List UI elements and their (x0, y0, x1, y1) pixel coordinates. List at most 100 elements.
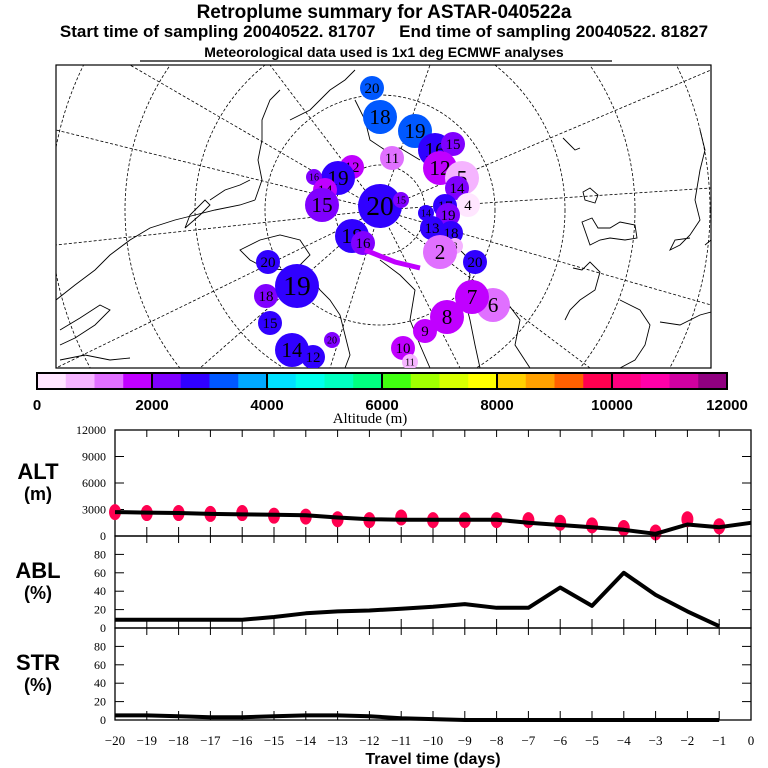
cluster-label: 18 (259, 289, 274, 305)
cluster-marker: 15 (441, 132, 465, 156)
y-tick-label: 3000 (82, 503, 106, 517)
y-tick-label: 60 (94, 566, 106, 580)
str-series-line (115, 713, 720, 722)
cluster-label: 19 (283, 270, 311, 301)
colorbar-swatch (353, 373, 383, 389)
cluster-circle (402, 354, 418, 368)
coastline (562, 137, 581, 151)
cluster-label: 20 (365, 81, 380, 97)
colorbar-swatch (152, 373, 182, 389)
cluster-circle (436, 203, 460, 227)
cluster-label: 12 (429, 156, 450, 180)
colorbar-swatch (37, 373, 67, 389)
map-panel: 2018191615111251441719131832206789101112… (55, 64, 712, 369)
cluster-circle (275, 333, 309, 367)
colorbar-tick-label: 6000 (365, 397, 398, 414)
colorbar-swatch (65, 373, 95, 389)
cluster-label: 14 (281, 338, 303, 362)
trajectory-line (364, 247, 421, 271)
cluster-marker: 14 (445, 176, 469, 200)
y-tick-label: 40 (94, 584, 106, 598)
x-tick-label: −18 (168, 733, 188, 748)
cluster-label: 19 (441, 208, 456, 224)
colorbar-swatch (439, 373, 469, 389)
cluster-label: 15 (446, 137, 461, 153)
coastline (564, 261, 601, 321)
meridian (56, 209, 381, 368)
colorbar-axis-label: Altitude (m) (333, 411, 408, 427)
y-tick-label: 0 (100, 621, 106, 635)
panel-frame (114, 627, 752, 721)
colorbar-swatch (123, 373, 153, 389)
coastline (619, 299, 651, 368)
cluster-marker: 12 (301, 345, 325, 368)
y-tick-label: 80 (94, 639, 106, 653)
cluster-label: 15 (396, 195, 406, 206)
cluster-circle (275, 264, 319, 308)
cluster-circle (363, 100, 397, 134)
cluster-marker: 10 (391, 336, 415, 360)
latitude-circle (56, 65, 711, 368)
colorbar-swatch (238, 373, 268, 389)
cluster-marker: 20 (324, 332, 340, 348)
cluster-circle (413, 319, 437, 343)
cluster-marker: 14 (418, 205, 434, 221)
x-tick-label: −8 (490, 733, 504, 748)
colorbar-tick-label: 0 (33, 397, 41, 414)
x-tick-label: −20 (105, 733, 125, 748)
altitude-colorbar: 0 2000 4000 6000 8000 10000 12000 Altitude (m) (33, 372, 748, 427)
coastline (581, 217, 638, 246)
colorbar-tick-label: 8000 (480, 397, 513, 414)
cluster-label: 19 (404, 119, 425, 143)
latitude-circle (124, 65, 636, 368)
alt-series-line (114, 510, 752, 536)
cluster-marker: 15 (393, 192, 409, 208)
y-tick-label: 60 (94, 658, 106, 672)
y-tick-label: 20 (94, 695, 106, 709)
cluster-circle (254, 284, 278, 308)
x-tick-label: 0 (748, 733, 755, 748)
cluster-marker: 18 (363, 100, 397, 134)
x-tick-label: −6 (553, 733, 567, 748)
colorbar-swatch (669, 373, 699, 389)
cluster-label: 13 (425, 221, 440, 237)
colorbar-swatch (554, 373, 584, 389)
cluster-circle (455, 280, 489, 314)
cluster-label: 20 (366, 190, 394, 221)
cluster-marker: 20 (256, 250, 280, 274)
cluster-marker: 2 (423, 235, 457, 269)
chart-title: Retroplume summary for ASTAR-040522a (196, 2, 572, 23)
panel-alt: 0 3000 6000 9000 12000 ALT(m) (17, 423, 752, 543)
cluster-circle (456, 193, 480, 217)
x-tick-label: −1 (712, 733, 726, 748)
colorbar-swatch (324, 373, 354, 389)
coastline (504, 299, 531, 368)
time-series-panels: 030006000900012000ALT(m)020406080ABL(%)0… (15, 423, 754, 768)
cluster-circle (380, 146, 404, 170)
coastline (59, 304, 111, 346)
coastline (56, 199, 256, 301)
meridian (56, 209, 381, 246)
colorbar-swatch (612, 373, 642, 389)
cluster-marker: 19 (275, 264, 319, 308)
colorbar-swatch (94, 373, 124, 389)
x-tick-label: −2 (680, 733, 694, 748)
cluster-marker: 19 (436, 203, 460, 227)
meridian (129, 65, 381, 211)
cluster-label: 20 (261, 255, 276, 271)
cluster-circle (305, 188, 339, 222)
coastline (254, 89, 281, 201)
colorbar-swatch (583, 373, 613, 389)
cluster-label: 12 (306, 350, 321, 366)
y-tick-label: 9000 (82, 450, 106, 464)
colorbar-swatch (640, 373, 670, 389)
coastline (668, 129, 706, 252)
y-tick-label: 6000 (82, 476, 106, 490)
coastline (184, 199, 211, 229)
cluster-marker: 15 (305, 188, 339, 222)
cluster-circle (441, 132, 465, 156)
panel-frame (114, 535, 752, 629)
panel-abl: 0 20 40 60 80 ABL(%) (15, 535, 752, 635)
